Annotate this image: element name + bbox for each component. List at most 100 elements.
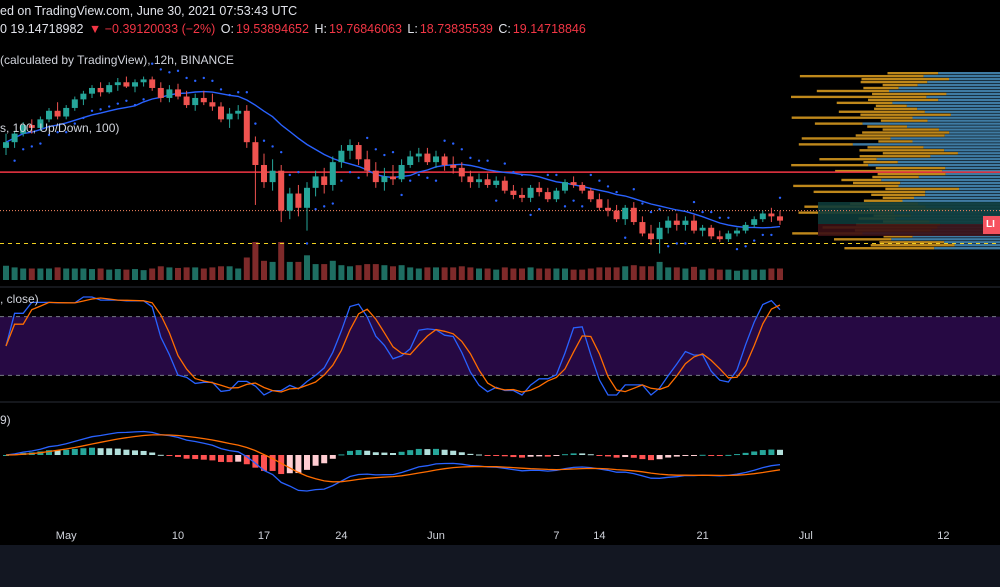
low-value: 18.73835539 bbox=[419, 22, 493, 36]
candle-body bbox=[742, 224, 749, 231]
volume-bar bbox=[347, 266, 353, 280]
macd-histogram-bar bbox=[605, 455, 611, 457]
macd-histogram-bar bbox=[286, 455, 293, 474]
volume-bar bbox=[46, 268, 52, 280]
sar-dot bbox=[710, 210, 713, 214]
profile-up-bar bbox=[863, 161, 898, 164]
sar-dot bbox=[658, 208, 661, 211]
sar-dot bbox=[314, 208, 317, 211]
macd-histogram-bar bbox=[355, 450, 362, 455]
volume-bar bbox=[553, 268, 560, 280]
macd-signal-line bbox=[5, 434, 781, 483]
sar-dot bbox=[409, 179, 412, 182]
profile-up-bar bbox=[870, 244, 955, 247]
profile-up-bar bbox=[859, 149, 945, 152]
macd-histogram-bar bbox=[536, 455, 543, 457]
macd-histogram-bar bbox=[175, 455, 181, 457]
volume-bar bbox=[372, 264, 379, 280]
volume-bar bbox=[407, 267, 414, 280]
candle-body bbox=[364, 159, 371, 171]
macd-histogram-bar bbox=[200, 455, 207, 460]
profile-up-bar bbox=[793, 184, 899, 188]
candle-body bbox=[622, 207, 629, 220]
candle-body bbox=[28, 125, 35, 128]
sar-dot bbox=[219, 88, 223, 91]
stoch-legend[interactable]: , close) bbox=[0, 292, 39, 306]
sar-dot bbox=[30, 145, 33, 148]
candle-body bbox=[312, 176, 319, 188]
macd-histogram-bar bbox=[544, 455, 551, 457]
profile-down-bar bbox=[957, 152, 1000, 155]
volume-bar bbox=[433, 267, 439, 280]
sar-dot bbox=[13, 159, 16, 162]
profile-down-bar bbox=[913, 196, 1000, 199]
macd-legend[interactable]: 9) bbox=[0, 413, 11, 427]
volume-bar bbox=[510, 268, 517, 280]
profile-down-bar bbox=[924, 110, 1000, 113]
candle-body bbox=[54, 110, 61, 117]
candle-body bbox=[630, 207, 637, 223]
volume-bar bbox=[114, 269, 121, 280]
volume-bar bbox=[89, 269, 95, 280]
macd-histogram-bar bbox=[484, 455, 491, 456]
candle-body bbox=[708, 227, 715, 237]
volume-bar bbox=[742, 269, 749, 280]
volume-bar bbox=[226, 266, 233, 280]
candle-body bbox=[673, 220, 680, 225]
candle-body bbox=[777, 216, 783, 221]
macd-histogram-bar bbox=[71, 448, 78, 455]
sar-dot bbox=[331, 202, 334, 205]
candle-body bbox=[407, 156, 414, 165]
macd-histogram-bar bbox=[89, 447, 95, 455]
profile-up-bar bbox=[863, 86, 899, 90]
profile-down-bar bbox=[900, 181, 1000, 185]
sar-dot bbox=[280, 150, 283, 154]
candle-body bbox=[295, 193, 302, 208]
sar-dot bbox=[125, 99, 128, 103]
macd-histogram-bar bbox=[725, 454, 732, 456]
sar-dot bbox=[641, 202, 644, 205]
volume-bar bbox=[484, 268, 491, 280]
sar-dot bbox=[546, 173, 549, 177]
candle-body bbox=[347, 145, 353, 151]
macd-histogram-bar bbox=[243, 455, 250, 465]
volume-bar bbox=[544, 268, 551, 280]
sar-dot bbox=[383, 153, 386, 157]
time-axis: May 10 17 24 Jun 7 14 21 Jul 12 bbox=[56, 530, 950, 542]
volume-bar bbox=[587, 268, 594, 280]
candle-body bbox=[725, 233, 732, 240]
time-tick-label: 7 bbox=[553, 530, 559, 542]
volume-bar bbox=[441, 267, 448, 280]
volume-bar bbox=[665, 267, 672, 280]
volume-bar bbox=[458, 266, 465, 280]
series-legend[interactable]: (calculated by TradingView), 12h, BINANC… bbox=[0, 53, 234, 67]
volume-bar bbox=[596, 267, 603, 280]
profile-down-bar bbox=[949, 131, 1000, 134]
macd-histogram-bar bbox=[106, 448, 113, 455]
macd-histogram-bar bbox=[218, 455, 224, 462]
macd-histogram-bar bbox=[450, 450, 457, 455]
profile-down-bar bbox=[927, 119, 1000, 122]
profile-down-bar bbox=[891, 238, 1000, 241]
volume-legend[interactable]: s, 100, Up/Down, 100) bbox=[0, 121, 120, 135]
sar-dot bbox=[254, 122, 257, 125]
macd-histogram-bar bbox=[742, 452, 749, 455]
open-value: 19.53894652 bbox=[235, 22, 309, 36]
time-tick-label: 24 bbox=[335, 530, 347, 542]
sar-dot bbox=[718, 216, 721, 219]
macd-histogram-bar bbox=[458, 452, 465, 455]
candle-body bbox=[682, 220, 689, 225]
macd-histogram-bar bbox=[639, 455, 646, 460]
volume-bar bbox=[630, 265, 637, 280]
profile-up-bar bbox=[791, 116, 913, 119]
profile-up-bar bbox=[860, 113, 951, 116]
candle-body bbox=[476, 179, 482, 183]
profile-up-bar bbox=[790, 95, 927, 99]
profile-down-bar bbox=[942, 169, 1000, 173]
sar-dot bbox=[262, 139, 266, 142]
profile-up-bar bbox=[814, 122, 863, 125]
volume-bar bbox=[708, 268, 715, 280]
value-area-lower bbox=[818, 224, 1000, 236]
volume-bar bbox=[63, 268, 70, 280]
